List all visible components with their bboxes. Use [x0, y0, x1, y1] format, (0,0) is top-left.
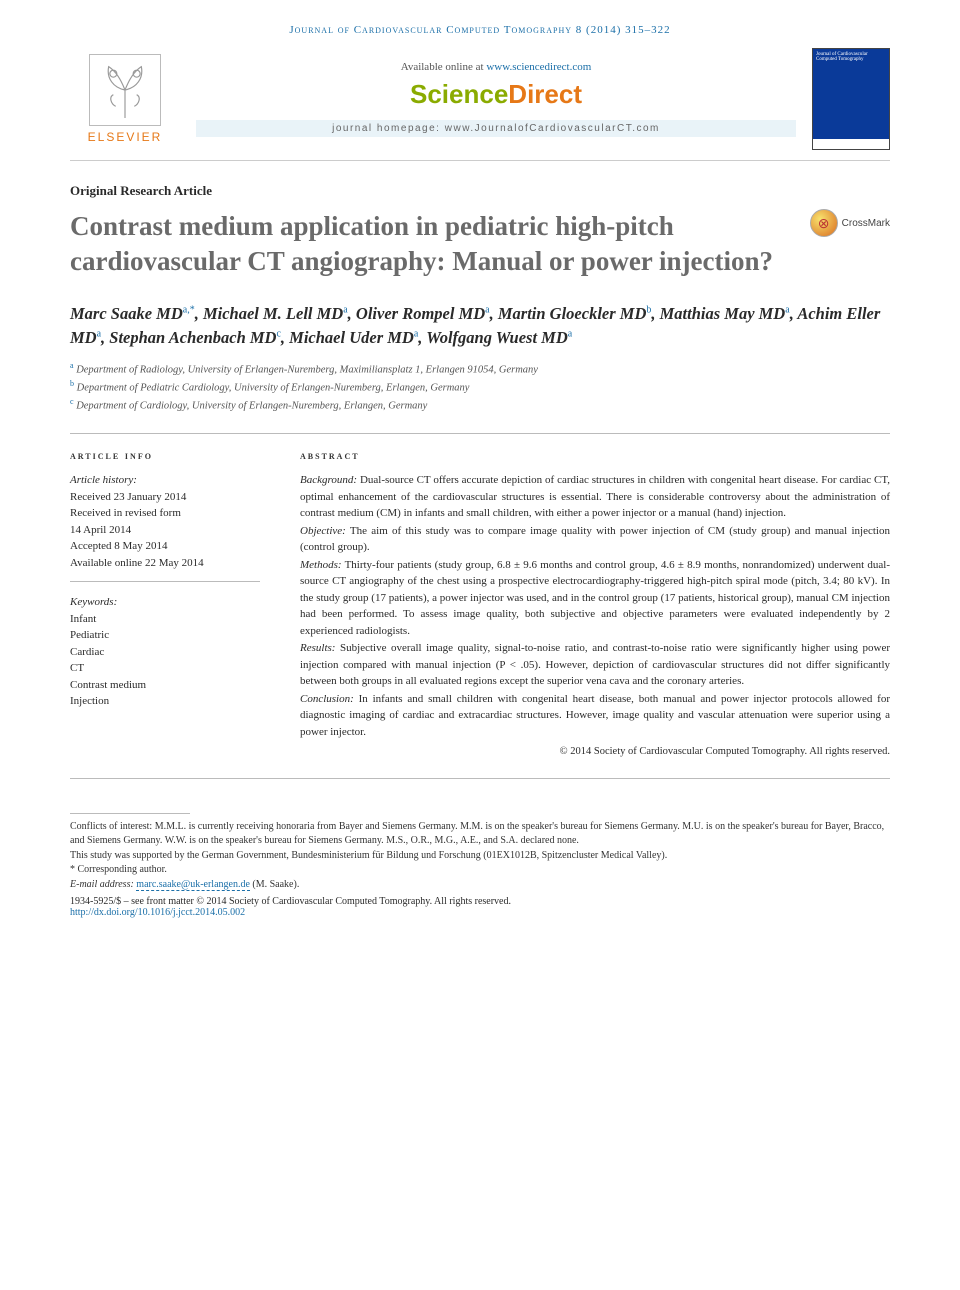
affiliation: a Department of Radiology, University of…: [70, 360, 890, 378]
issn-line: 1934-5925/$ – see front matter © 2014 So…: [70, 896, 890, 907]
email-label: E-mail address:: [70, 879, 136, 890]
crossmark-widget[interactable]: ⊗ CrossMark: [810, 209, 890, 237]
history-received: Received 23 January 2014: [70, 489, 260, 506]
sciencedirect-block: Available online at www.sciencedirect.co…: [196, 61, 796, 137]
info-abstract-row: article info Article history: Received 2…: [70, 448, 890, 760]
abs-results: Results: Subjective overall image qualit…: [300, 640, 890, 690]
email-who: (M. Saake).: [250, 879, 299, 890]
journal-header: ELSEVIER Available online at www.science…: [70, 48, 890, 161]
abstract-col: abstract Background: Dual-source CT offe…: [300, 448, 890, 760]
doi-line: http://dx.doi.org/10.1016/j.jcct.2014.05…: [70, 907, 890, 918]
abstract-head: abstract: [300, 448, 890, 465]
article-info-col: article info Article history: Received 2…: [70, 448, 260, 760]
article-history: Article history: Received 23 January 201…: [70, 472, 260, 582]
keyword: Infant: [70, 611, 260, 628]
history-revised-2: 14 April 2014: [70, 522, 260, 539]
email-line: E-mail address: marc.saake@uk-erlangen.d…: [70, 878, 890, 893]
conflicts-note: Conflicts of interest: M.M.L. is current…: [70, 820, 890, 849]
crossmark-icon: ⊗: [810, 209, 838, 237]
history-label: Article history:: [70, 472, 260, 489]
journal-homepage-bar: journal homepage: www.JournalofCardiovas…: [196, 120, 796, 137]
abs-background: Background: Dual-source CT offers accura…: [300, 472, 890, 522]
history-online: Available online 22 May 2014: [70, 555, 260, 572]
elsevier-block: ELSEVIER: [70, 54, 180, 144]
footnotes: Conflicts of interest: M.M.L. is current…: [70, 820, 890, 893]
affiliations: a Department of Radiology, University of…: [70, 360, 890, 415]
keyword: Pediatric: [70, 627, 260, 644]
article-title: Contrast medium application in pediatric…: [70, 209, 790, 278]
authors-list: Marc Saake MDa,*, Michael M. Lell MDa, O…: [70, 302, 890, 350]
funding-note: This study was supported by the German G…: [70, 849, 890, 864]
abstract-copyright: © 2014 Society of Cardiovascular Compute…: [300, 744, 890, 760]
sciencedirect-logo: ScienceDirect: [196, 79, 796, 110]
email-link[interactable]: marc.saake@uk-erlangen.de: [136, 879, 250, 891]
sd-logo-sci: Science: [410, 79, 508, 109]
footnote-sep: [70, 813, 190, 814]
history-revised-1: Received in revised form: [70, 505, 260, 522]
elsevier-label: ELSEVIER: [88, 130, 163, 144]
journal-cover-thumb: Journal of Cardiovascular Computed Tomog…: [812, 48, 890, 150]
journal-hp-pre: journal homepage:: [332, 123, 445, 134]
sciencedirect-link[interactable]: www.sciencedirect.com: [486, 61, 591, 73]
history-accepted: Accepted 8 May 2014: [70, 538, 260, 555]
sd-logo-direct: Direct: [508, 79, 582, 109]
keyword: Cardiac: [70, 644, 260, 661]
running-head: Journal of Cardiovascular Computed Tomog…: [70, 24, 890, 36]
divider-2: [70, 778, 890, 779]
corresponding-author: * Corresponding author.: [70, 863, 890, 878]
journal-hp-link[interactable]: www.JournalofCardiovascularCT.com: [445, 123, 660, 134]
article-info-head: article info: [70, 448, 260, 465]
keyword: CT: [70, 660, 260, 677]
keyword: Injection: [70, 693, 260, 710]
available-online: Available online at www.sciencedirect.co…: [196, 61, 796, 73]
cover-strip: [813, 139, 889, 149]
available-online-pre: Available online at: [401, 61, 487, 73]
affiliation: c Department of Cardiology, University o…: [70, 396, 890, 414]
abs-methods: Methods: Thirty-four patients (study gro…: [300, 557, 890, 640]
keywords-block: Keywords: InfantPediatricCardiacCTContra…: [70, 594, 260, 710]
article-type: Original Research Article: [70, 183, 890, 199]
abs-objective: Objective: The aim of this study was to …: [300, 523, 890, 556]
elsevier-tree-icon: [89, 54, 161, 126]
abs-conclusion: Conclusion: In infants and small childre…: [300, 691, 890, 741]
keyword: Contrast medium: [70, 677, 260, 694]
doi-link[interactable]: http://dx.doi.org/10.1016/j.jcct.2014.05…: [70, 907, 245, 918]
crossmark-label: CrossMark: [842, 218, 890, 229]
divider: [70, 433, 890, 434]
keywords-label: Keywords:: [70, 594, 260, 611]
affiliation: b Department of Pediatric Cardiology, Un…: [70, 378, 890, 396]
cover-title: Journal of Cardiovascular Computed Tomog…: [816, 52, 868, 62]
